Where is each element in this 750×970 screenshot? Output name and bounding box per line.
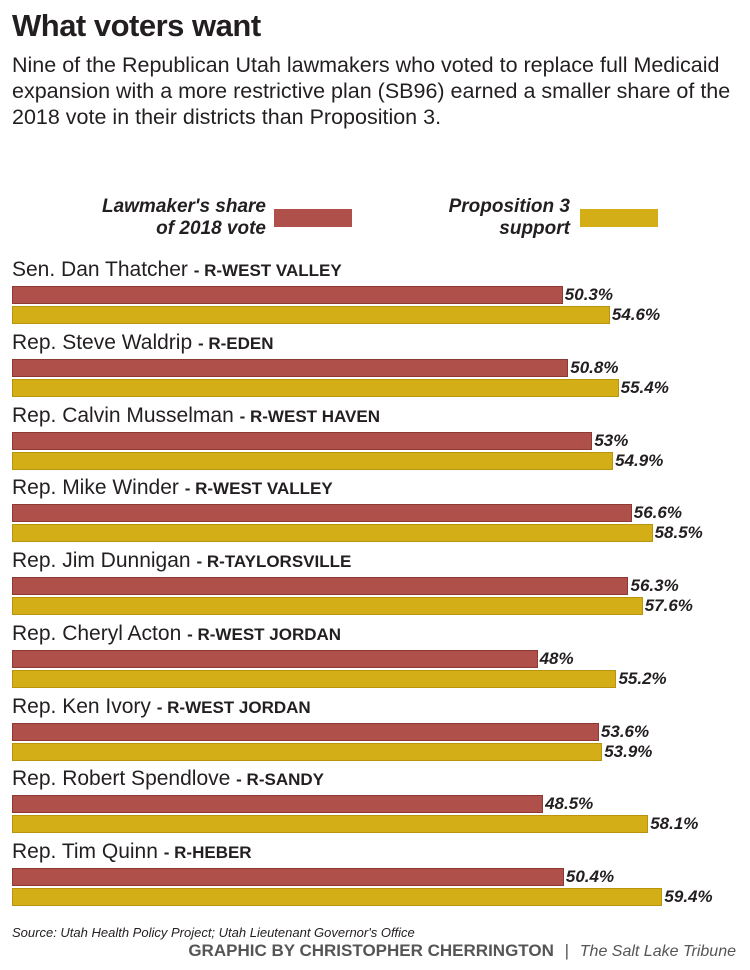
bar-lawmaker-share	[12, 577, 629, 595]
bar-group: Rep. Mike Winder - R-WEST VALLEY 56.6% 58.…	[0, 476, 750, 548]
bar-lawmaker-share	[12, 358, 569, 377]
chart-title: What voters want	[12, 8, 261, 43]
legend-label-lawmaker: Lawmaker's share of 2018 vote	[40, 196, 266, 240]
value-label-lawmaker: 56.6%	[633, 503, 682, 523]
lawmaker-name: Rep. Ken Ivory	[12, 694, 151, 718]
credit-separator: |	[564, 941, 570, 960]
bar-lawmaker-share	[12, 722, 599, 741]
lawmaker-district: - R-SANDY	[236, 770, 324, 790]
lawmaker-name: Rep. Steve Waldrip	[12, 330, 193, 354]
value-label-lawmaker: 53.6%	[600, 721, 650, 741]
value-label-prop3: 54.9%	[615, 450, 664, 470]
value-label-prop3: 55.4%	[620, 377, 669, 397]
value-label-prop3: 57.6%	[644, 596, 693, 615]
value-label-lawmaker: 48%	[539, 648, 574, 668]
lawmaker-district: - R-WEST JORDAN	[187, 624, 342, 644]
value-label-prop3: 59.4%	[664, 887, 713, 906]
category-label: Rep. Jim Dunnigan - R-TAYLORSVILLE	[12, 549, 351, 573]
legend-label-line: of 2018 vote	[156, 218, 266, 239]
category-label: Sen. Dan Thatcher - R-WEST VALLEY	[12, 258, 342, 282]
lawmaker-name: Rep. Robert Spendlove	[12, 767, 231, 791]
bar-prop3-support	[12, 378, 619, 397]
bar-lawmaker-share	[12, 504, 632, 523]
lawmaker-district: - R-WEST HAVEN	[239, 406, 381, 426]
value-label-lawmaker: 50.8%	[570, 357, 619, 377]
lawmaker-district: - R-EDEN	[197, 333, 274, 353]
category-label: Rep. Mike Winder - R-WEST VALLEY	[12, 476, 333, 500]
credit-line: GRAPHIC BY CHRISTOPHER CHERRINGTON | The…	[188, 941, 736, 961]
lawmaker-district: - R-HEBER	[163, 843, 252, 862]
value-label-prop3: 54.6%	[611, 305, 661, 324]
bar-lawmaker-share	[12, 795, 544, 814]
bar-lawmaker-share	[12, 868, 564, 886]
value-label-prop3: 58.5%	[654, 523, 703, 543]
category-label: Rep. Steve Waldrip - R-EDEN	[12, 331, 274, 355]
value-label-prop3: 58.1%	[650, 814, 699, 834]
chart-subtitle: Nine of the Republican Utah lawmakers wh…	[12, 53, 731, 129]
bar-group: Rep. Tim Quinn - R-HEBER 50.4% 59.4%	[0, 840, 750, 912]
bar-prop3-support	[12, 742, 603, 761]
lawmaker-district: - R-WEST JORDAN	[156, 697, 311, 717]
lawmaker-name: Rep. Tim Quinn	[12, 840, 158, 863]
lawmaker-district: - R-WEST VALLEY	[184, 479, 333, 499]
bar-prop3-support	[12, 451, 614, 470]
legend-swatch-lawmaker	[274, 209, 352, 227]
category-label: Rep. Calvin Musselman - R-WEST HAVEN	[12, 404, 380, 428]
bar-prop3-support	[12, 597, 643, 615]
value-label-prop3: 55.2%	[618, 668, 667, 688]
bar-group: Rep. Robert Spendlove - R-SANDY 48.5% 58.1…	[0, 767, 750, 839]
bar-group: Sen. Dan Thatcher - R-WEST VALLEY 50.3% 54…	[0, 258, 750, 330]
lawmaker-district: - R-TAYLORSVILLE	[196, 552, 352, 571]
publication-name: The Salt Lake Tribune	[579, 943, 736, 960]
legend-label-prop3: Proposition 3 support	[380, 196, 570, 240]
bar-prop3-support	[12, 888, 663, 906]
lawmaker-district: - R-WEST VALLEY	[193, 261, 342, 280]
bar-lawmaker-share	[12, 431, 593, 450]
graphic-credit: GRAPHIC BY CHRISTOPHER CHERRINGTON	[188, 941, 554, 960]
bar-group: Rep. Calvin Musselman - R-WEST HAVEN 53% 5…	[0, 404, 750, 476]
bar-lawmaker-share	[12, 286, 563, 304]
bar-group: Rep. Jim Dunnigan - R-TAYLORSVILLE 56.3% 5…	[0, 549, 750, 621]
source-note: Source: Utah Health Policy Project; Utah…	[12, 925, 415, 940]
lawmaker-name: Rep. Mike Winder	[12, 476, 179, 500]
value-label-lawmaker: 50.3%	[564, 285, 613, 304]
value-label-lawmaker: 53%	[594, 430, 629, 450]
bar-group: Rep. Cheryl Acton - R-WEST JORDAN 48% 55.2…	[0, 622, 750, 694]
category-label: Rep. Robert Spendlove - R-SANDY	[12, 767, 324, 791]
bar-prop3-support	[12, 524, 653, 543]
lawmaker-name: Rep. Cheryl Acton	[12, 621, 182, 645]
value-label-lawmaker: 50.4%	[565, 867, 615, 886]
legend-label-line: Lawmaker's share	[101, 196, 266, 217]
category-label: Rep. Tim Quinn - R-HEBER	[12, 840, 252, 864]
value-label-lawmaker: 56.3%	[630, 576, 679, 595]
value-label-lawmaker: 48.5%	[545, 794, 594, 814]
bar-group: Rep. Steve Waldrip - R-EDEN 50.8% 55.4%	[0, 331, 750, 403]
lawmaker-name: Rep. Calvin Musselman	[12, 403, 234, 427]
lawmaker-name: Rep. Jim Dunnigan	[12, 549, 191, 572]
legend-swatch-prop3	[580, 209, 658, 227]
bar-prop3-support	[12, 669, 617, 688]
value-label-prop3: 53.9%	[604, 741, 653, 761]
legend-label-line: support	[499, 218, 570, 239]
bar-prop3-support	[12, 306, 610, 324]
bar-lawmaker-share	[12, 649, 538, 668]
lawmaker-name: Sen. Dan Thatcher	[12, 258, 188, 281]
bar-group: Rep. Ken Ivory - R-WEST JORDAN 53.6% 53.9%	[0, 695, 750, 767]
category-label: Rep. Ken Ivory - R-WEST JORDAN	[12, 695, 311, 719]
bar-prop3-support	[12, 815, 649, 834]
category-label: Rep. Cheryl Acton - R-WEST JORDAN	[12, 622, 341, 646]
legend-label-line: Proposition 3	[448, 196, 570, 217]
